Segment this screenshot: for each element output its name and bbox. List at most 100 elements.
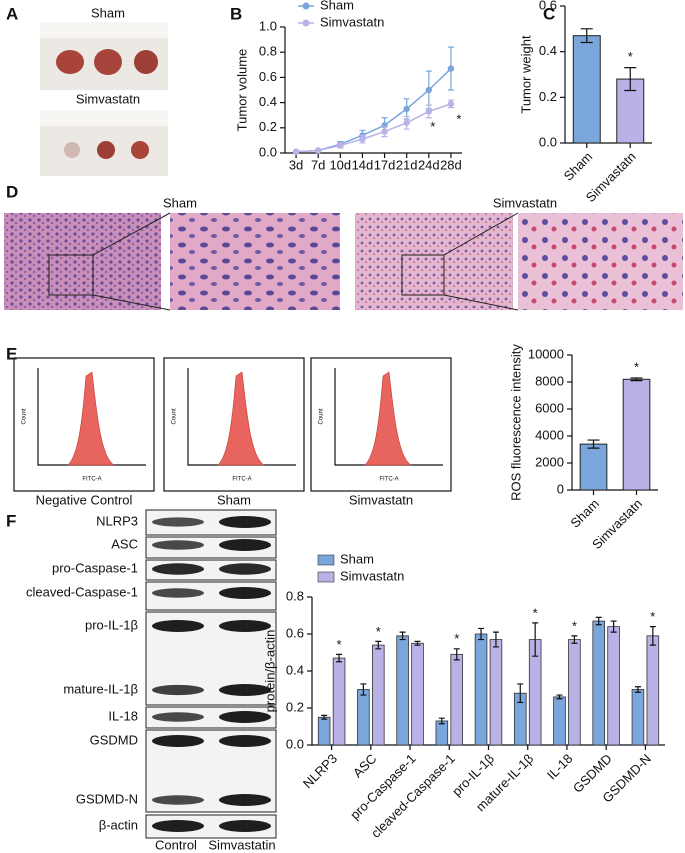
y-tick-label: 0 [557, 481, 564, 496]
flow-y-label: Count [22, 408, 28, 424]
error-bar [414, 640, 421, 646]
x-tick-label: 10d [329, 157, 351, 172]
blot-band [219, 516, 271, 528]
error-bar [624, 67, 637, 92]
error-bar [587, 439, 600, 449]
bar [396, 635, 409, 746]
bar [489, 639, 503, 746]
bar [579, 443, 608, 491]
blot-row-label: β-actin [99, 817, 138, 832]
blot-band [152, 712, 204, 722]
point [314, 147, 322, 154]
y-axis-label: protein/β-actin [262, 630, 277, 713]
blot-band [219, 711, 271, 723]
x-tick-label: ASC [350, 751, 380, 781]
error-bar [336, 653, 343, 663]
x-tick-label: IL-18 [544, 751, 576, 783]
panel-label: C [543, 4, 555, 23]
legend-swatch [317, 571, 335, 583]
significance-mark: * [628, 49, 633, 64]
bar [332, 657, 346, 746]
blot-band [152, 563, 204, 575]
blot-band [152, 795, 204, 805]
bar [411, 642, 424, 746]
x-tick-label: 21d [396, 157, 418, 172]
blot-row-label: GSDMD-N [76, 791, 138, 806]
point [381, 128, 388, 135]
bar [474, 633, 488, 746]
flow-panel-label: Negative Control [36, 492, 133, 507]
bar [592, 620, 605, 746]
image-label: Sham [163, 195, 197, 210]
flow-panel-label: Sham [217, 492, 251, 507]
error-bar [478, 627, 485, 641]
blot-band [219, 620, 271, 632]
western-blot: NLRP3 ASC pro-Caspase-1 cleaved-Caspase-1 pr… [26, 509, 277, 852]
y-tick-label: 0.8 [286, 588, 304, 603]
error-bar [438, 717, 445, 725]
blot-row-label: pro-IL-1β [85, 617, 138, 632]
blot-band [152, 588, 204, 598]
significance-mark: * [572, 618, 577, 633]
point [359, 135, 366, 143]
blot-band [152, 540, 204, 550]
point [403, 119, 410, 126]
x-tick-label: 28d [440, 157, 462, 172]
blot-row-label: GSDMD [90, 732, 138, 747]
blot-band [152, 620, 204, 632]
y-tick-label: 0.4 [259, 94, 277, 109]
significance-mark: * [454, 631, 459, 646]
y-tick-label: 0.2 [539, 89, 557, 104]
y-tick-label: 0.6 [539, 0, 557, 12]
error-bar [399, 631, 406, 641]
significance-mark: * [634, 359, 639, 374]
bar [616, 78, 645, 144]
blot-row-label: IL-18 [108, 708, 138, 723]
axis-line [284, 27, 462, 154]
y-tick-label: 0.8 [259, 44, 277, 59]
legend-label: Simvastatn [340, 568, 404, 583]
error-bar [580, 28, 593, 44]
y-axis-label: ROS fluorescence intensity [508, 344, 523, 501]
flow-x-label: FITC-A [379, 477, 398, 483]
point [337, 142, 344, 149]
error-bar [453, 648, 460, 661]
blot-band [219, 563, 271, 575]
blot-band [152, 820, 204, 832]
photo-label: Sham [91, 5, 125, 20]
bar [631, 689, 645, 746]
blot-row-label: NLRP3 [96, 513, 138, 528]
significance-mark: * [650, 609, 655, 624]
blot-band [219, 794, 271, 806]
x-tick-label: Sham [561, 149, 596, 184]
bar [568, 639, 581, 746]
x-tick-label: 3d [289, 157, 303, 172]
x-tick-label: 24d [418, 157, 440, 172]
error-bar [517, 683, 524, 704]
legend-label: Simvastatn [320, 14, 384, 29]
y-tick-label: 6000 [535, 400, 564, 415]
bar [607, 626, 620, 746]
bar [622, 378, 651, 491]
blot-row-label: mature-IL-1β [63, 681, 138, 696]
point [425, 86, 433, 94]
error-bar [634, 686, 641, 693]
series-line [296, 103, 452, 153]
flow-frame [13, 357, 155, 492]
blot-column-label: Control [155, 837, 197, 852]
error-bar [532, 622, 539, 657]
y-tick-label: 0.2 [286, 699, 304, 714]
blot-row-label: pro-Caspase-1 [52, 560, 138, 575]
significance-mark: * [456, 111, 461, 126]
panel-label: F [6, 511, 16, 530]
bar [435, 720, 449, 746]
panel-label: A [6, 4, 18, 23]
histology-image [4, 212, 683, 311]
point [447, 65, 455, 72]
y-axis-label: Tumor volume [234, 49, 249, 132]
point [447, 100, 455, 108]
bar [357, 689, 370, 746]
y-tick-label: 0.6 [259, 69, 277, 84]
x-tick-label: Sham [567, 496, 602, 531]
blot-band [152, 517, 204, 527]
